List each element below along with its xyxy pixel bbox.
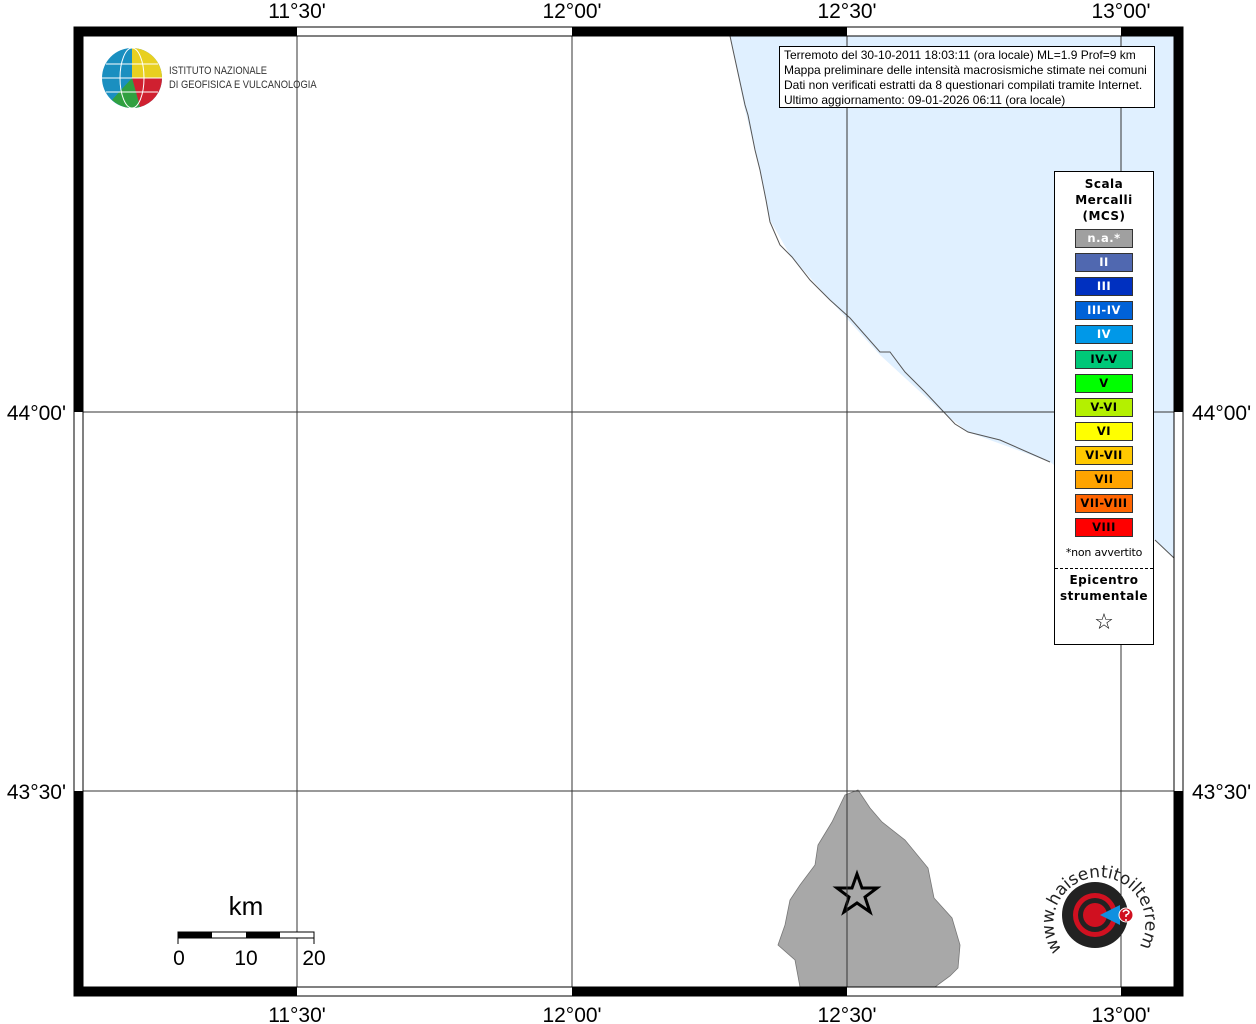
epicenter-label: Epicentro [1069,573,1139,587]
lon-tick-top: 12°00' [542,0,601,23]
legend-swatch: IV-V [1075,349,1133,369]
ingv-logo-text: ISTITUTO NAZIONALE DI GEOFISICA E VULCAN… [169,64,317,92]
legend-swatch: VII [1075,470,1133,489]
epicenter-star [832,869,882,916]
lon-tick-top: 12°30' [817,0,876,23]
event-info-box: Terremoto del 30-10-2011 18:03:11 (ora l… [779,46,1155,108]
lon-tick-top: 13°00' [1091,0,1150,23]
scale-bar: km 0 10 20 [173,891,326,970]
lon-tick-top: 11°30' [268,0,326,23]
legend-swatch: VIII [1075,518,1133,538]
lat-tick-left: 44°00' [7,402,66,425]
star-icon: ☆ [1094,610,1114,635]
info-line: Dati non verificati estratti da 8 questi… [784,78,1143,92]
mcs-legend: Scala Mercalli (MCS) n.a.* II III III-IV IV I… [1054,171,1154,645]
coastline [729,35,1175,559]
scale-label: 0 [173,947,185,970]
legend-swatch: III [1075,277,1133,297]
legend-swatch: VI [1075,421,1133,441]
lon-tick-bottom: 13°00' [1091,1004,1150,1024]
ingv-line2: DI GEOFISICA E VULCANOLOGIA [169,79,317,91]
ingv-logo-globe [102,47,163,109]
scale-unit: km [229,891,264,921]
lon-tick-bottom: 11°30' [268,1004,326,1024]
ingv-line1: ISTITUTO NAZIONALE [169,65,268,77]
legend-swatch: VII-VIII [1075,494,1133,514]
lon-tick-bottom: 12°00' [542,1004,601,1024]
legend-title: Scala Mercalli (MCS) [1055,176,1153,224]
legend-swatch: VI-VII [1075,445,1133,465]
legend-title-line: Scala [1084,177,1124,191]
legend-swatch: IV [1075,325,1133,345]
legend-swatch: III-IV [1075,301,1133,321]
scale-label: 20 [302,947,325,970]
lat-tick-right: 44°00' [1192,402,1251,425]
epicenter-legend: Epicentro strumentale [1055,572,1153,604]
info-line: Terremoto del 30-10-2011 18:03:11 (ora l… [784,48,1136,62]
legend-swatch: n.a.* [1075,229,1133,248]
lat-tick-right: 43°30' [1192,781,1251,804]
scale-label: 10 [234,947,257,970]
legend-swatch: II [1075,253,1133,273]
legend-title-line: Mercalli [1075,193,1133,207]
epicenter-label: strumentale [1059,589,1149,603]
legend-note: *non avvertito [1065,546,1143,559]
legend-swatch: V [1075,373,1133,393]
legend-divider [1055,568,1153,569]
lon-tick-bottom: 12°30' [817,1004,876,1024]
info-line: Mappa preliminare delle intensità macros… [784,63,1147,77]
legend-swatch: V-VI [1075,397,1133,417]
map-frame [73,26,1184,997]
info-line: Ultimo aggiornamento: 09-01-2026 06:11 (… [784,93,1066,107]
lat-tick-left: 43°30' [7,781,66,804]
legend-title-line: (MCS) [1082,209,1126,223]
